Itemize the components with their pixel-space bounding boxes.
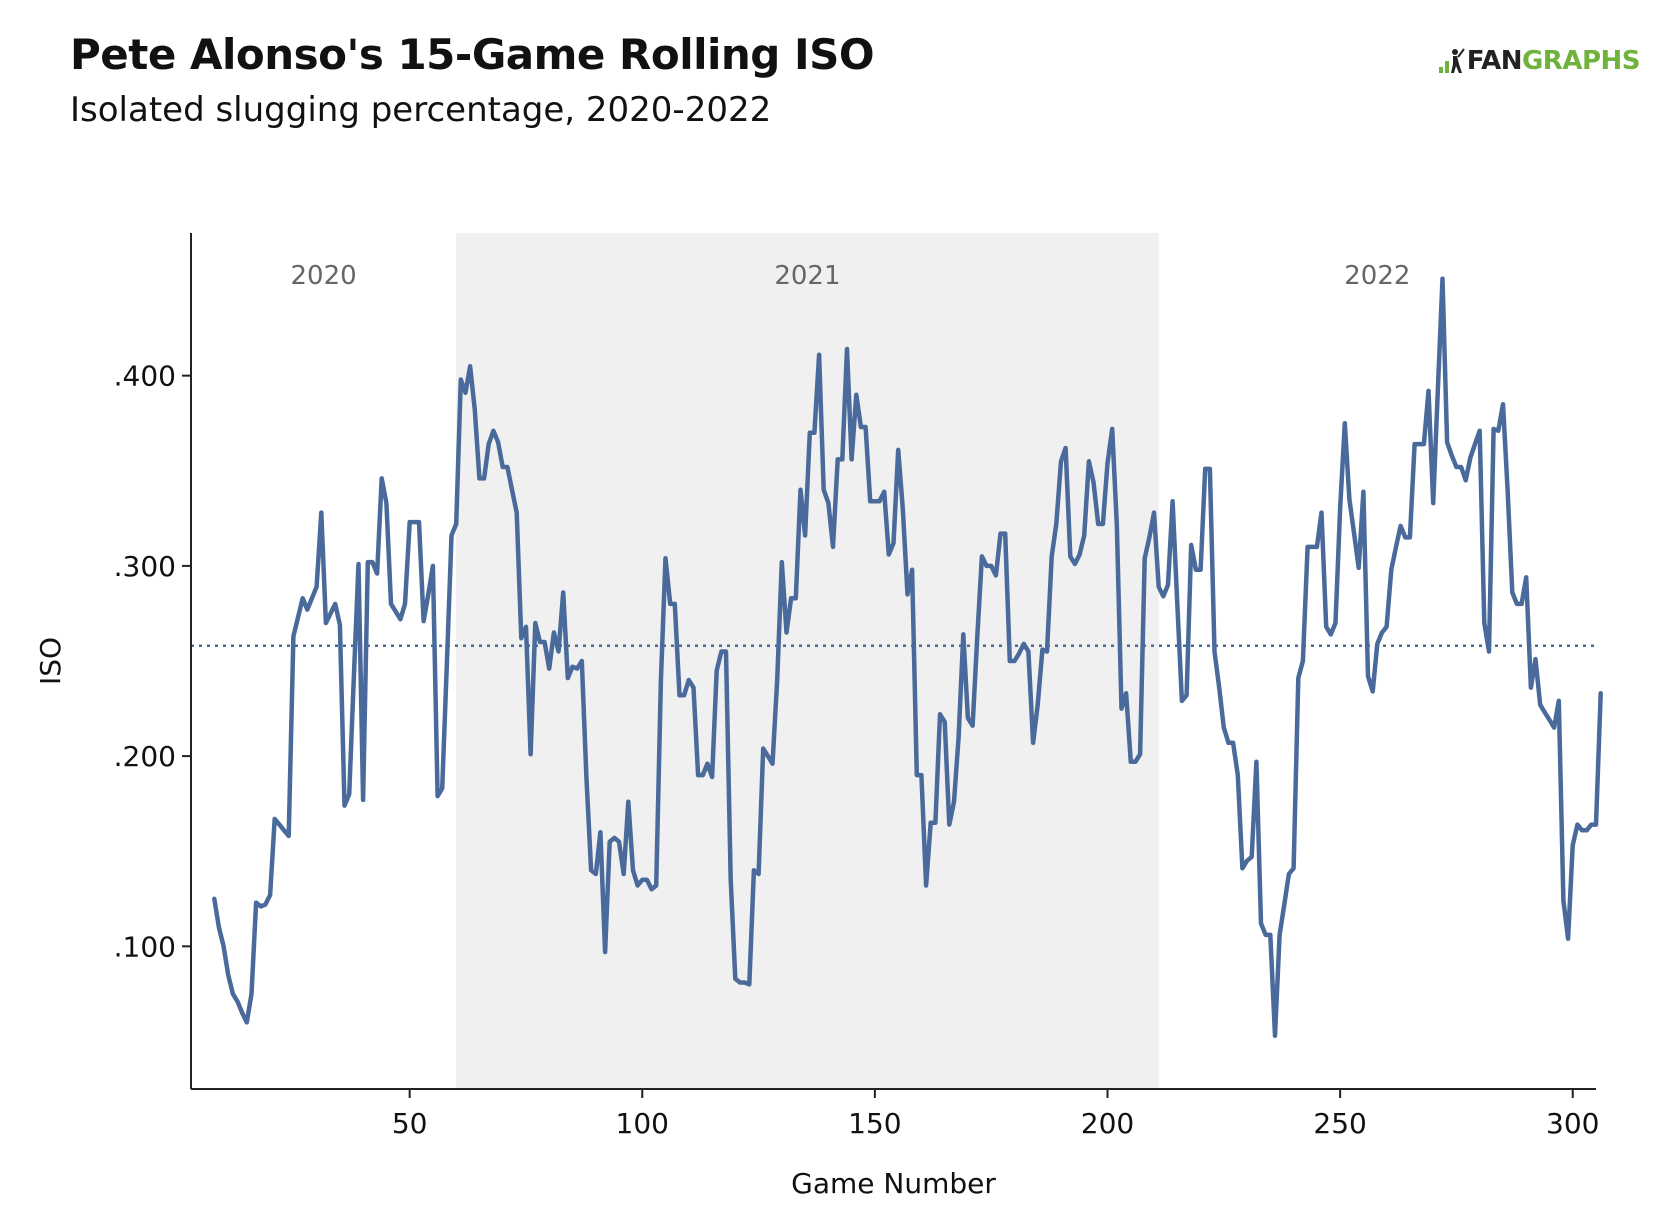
fangraphs-logo: FAN GRAPHS (1438, 46, 1641, 76)
y-tick-label-.400: .400 (114, 360, 176, 393)
axes-layer (182, 233, 1596, 1098)
x-tick-label-50: 50 (392, 1107, 428, 1140)
chart-title: Pete Alonso's 15-Game Rolling ISO (70, 30, 875, 79)
iso-series-line (212, 276, 1603, 1038)
x-tick-label-100: 100 (616, 1107, 669, 1140)
season-label-2021: 2021 (774, 261, 840, 291)
y-tick-label-.100: .100 (114, 930, 176, 963)
season-label-2022: 2022 (1344, 261, 1410, 291)
x-tick-label-150: 150 (848, 1107, 901, 1140)
y-axis-title: ISO (34, 637, 67, 685)
season-shading-layer (456, 233, 1159, 1089)
logo-text-graphs: GRAPHS (1521, 46, 1641, 76)
x-axis-title: Game Number (791, 1167, 996, 1200)
y-tick-label-.200: .200 (114, 740, 176, 773)
batter-icon (1438, 48, 1465, 73)
season-shade-2021 (456, 233, 1159, 1089)
labels-layer: 2020 2021 2022 50 100 150 200 250 300 .100 .200 .30… (34, 261, 1599, 1200)
x-tick-label-300: 300 (1546, 1107, 1599, 1140)
series-line-layer (212, 276, 1603, 1038)
chart-subtitle: Isolated slugging percentage, 2020-2022 (70, 90, 772, 130)
season-label-2020: 2020 (291, 261, 357, 291)
logo-text-fan: FAN (1466, 46, 1523, 76)
x-tick-label-250: 250 (1313, 1107, 1366, 1140)
y-tick-label-.300: .300 (114, 550, 176, 583)
x-tick-label-200: 200 (1081, 1107, 1134, 1140)
